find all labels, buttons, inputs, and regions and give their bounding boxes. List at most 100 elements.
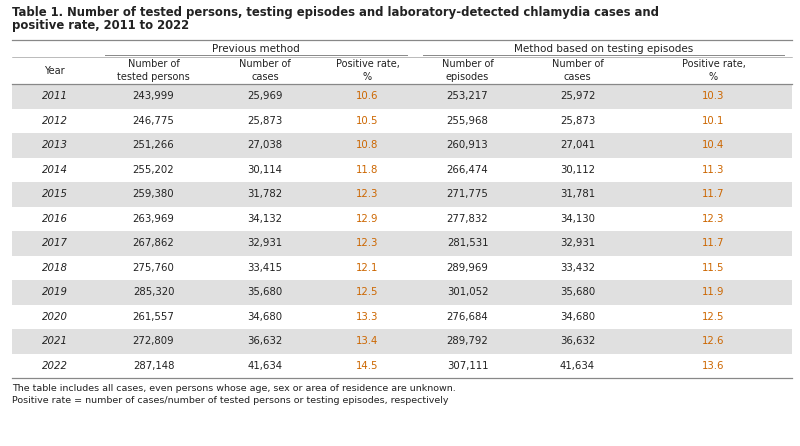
- Text: 35,680: 35,680: [560, 287, 595, 297]
- Text: 2011: 2011: [42, 91, 67, 101]
- Text: 10.1: 10.1: [702, 116, 725, 126]
- Text: 11.7: 11.7: [702, 238, 725, 248]
- Text: 285,320: 285,320: [133, 287, 174, 297]
- Text: 36,632: 36,632: [560, 336, 595, 346]
- Text: 11.8: 11.8: [356, 165, 378, 175]
- Text: Positive rate,
%: Positive rate, %: [335, 59, 399, 82]
- Text: 2015: 2015: [42, 189, 67, 199]
- Text: 12.9: 12.9: [356, 214, 378, 224]
- Text: 27,038: 27,038: [247, 140, 282, 150]
- Text: 13.6: 13.6: [702, 361, 725, 371]
- Text: 35,680: 35,680: [247, 287, 282, 297]
- Text: 11.3: 11.3: [702, 165, 725, 175]
- Text: Year: Year: [44, 66, 65, 75]
- Bar: [12, 84, 792, 108]
- Text: 301,052: 301,052: [446, 287, 488, 297]
- Text: 12.3: 12.3: [356, 189, 378, 199]
- Bar: [12, 329, 792, 354]
- Text: 271,775: 271,775: [446, 189, 489, 199]
- Text: positive rate, 2011 to 2022: positive rate, 2011 to 2022: [12, 19, 189, 32]
- Text: 25,972: 25,972: [560, 91, 595, 101]
- Text: 307,111: 307,111: [446, 361, 488, 371]
- Text: 11.9: 11.9: [702, 287, 725, 297]
- Text: 260,913: 260,913: [446, 140, 488, 150]
- Text: 277,832: 277,832: [446, 214, 488, 224]
- Text: Table 1. Number of tested persons, testing episodes and laboratory-detected chla: Table 1. Number of tested persons, testi…: [12, 6, 659, 19]
- Text: 13.3: 13.3: [356, 312, 378, 322]
- Text: 41,634: 41,634: [247, 361, 282, 371]
- Text: 2014: 2014: [42, 165, 67, 175]
- Text: 14.5: 14.5: [356, 361, 378, 371]
- Text: 12.3: 12.3: [702, 214, 725, 224]
- Text: 25,969: 25,969: [247, 91, 282, 101]
- Text: Number of
cases: Number of cases: [552, 59, 603, 82]
- Text: 10.4: 10.4: [702, 140, 725, 150]
- Text: 31,781: 31,781: [560, 189, 595, 199]
- Text: 2020: 2020: [42, 312, 67, 322]
- Text: 275,760: 275,760: [133, 263, 174, 273]
- Text: 30,114: 30,114: [247, 165, 282, 175]
- Text: 246,775: 246,775: [133, 116, 174, 126]
- Text: 27,041: 27,041: [560, 140, 595, 150]
- Text: 266,474: 266,474: [446, 165, 488, 175]
- Text: 10.5: 10.5: [356, 116, 378, 126]
- Text: 30,112: 30,112: [560, 165, 595, 175]
- Text: 13.4: 13.4: [356, 336, 378, 346]
- Text: 34,130: 34,130: [560, 214, 595, 224]
- Text: 289,792: 289,792: [446, 336, 488, 346]
- Text: Number of
episodes: Number of episodes: [442, 59, 494, 82]
- Text: 41,634: 41,634: [560, 361, 595, 371]
- Text: 34,132: 34,132: [247, 214, 282, 224]
- Text: 12.5: 12.5: [356, 287, 378, 297]
- Text: 10.6: 10.6: [356, 91, 378, 101]
- Text: 267,862: 267,862: [133, 238, 174, 248]
- Text: 33,415: 33,415: [247, 263, 282, 273]
- Text: 11.7: 11.7: [702, 189, 725, 199]
- Text: 32,931: 32,931: [560, 238, 595, 248]
- Text: 2016: 2016: [42, 214, 67, 224]
- Text: 12.3: 12.3: [356, 238, 378, 248]
- Text: 34,680: 34,680: [247, 312, 282, 322]
- Text: 253,217: 253,217: [446, 91, 488, 101]
- Text: 10.3: 10.3: [702, 91, 725, 101]
- Text: 2018: 2018: [42, 263, 67, 273]
- Text: 259,380: 259,380: [133, 189, 174, 199]
- Text: 25,873: 25,873: [247, 116, 282, 126]
- Text: Positive rate = number of cases/number of tested persons or testing episodes, re: Positive rate = number of cases/number o…: [12, 396, 449, 405]
- Text: 272,809: 272,809: [133, 336, 174, 346]
- Text: Method based on testing episodes: Method based on testing episodes: [514, 44, 693, 54]
- Text: 255,968: 255,968: [446, 116, 489, 126]
- Bar: [12, 280, 792, 305]
- Text: 32,931: 32,931: [247, 238, 282, 248]
- Text: 2022: 2022: [42, 361, 67, 371]
- Text: 251,266: 251,266: [133, 140, 174, 150]
- Text: 2012: 2012: [42, 116, 67, 126]
- Text: 276,684: 276,684: [446, 312, 488, 322]
- Text: 10.8: 10.8: [356, 140, 378, 150]
- Text: 2013: 2013: [42, 140, 67, 150]
- Text: 287,148: 287,148: [133, 361, 174, 371]
- Text: 12.6: 12.6: [702, 336, 725, 346]
- Text: 36,632: 36,632: [247, 336, 282, 346]
- Bar: [12, 182, 792, 206]
- Bar: [12, 231, 792, 256]
- Text: 263,969: 263,969: [133, 214, 174, 224]
- Text: The table includes all cases, even persons whose age, sex or area of residence a: The table includes all cases, even perso…: [12, 384, 456, 393]
- Text: 31,782: 31,782: [247, 189, 282, 199]
- Text: 25,873: 25,873: [560, 116, 595, 126]
- Text: 255,202: 255,202: [133, 165, 174, 175]
- Text: 243,999: 243,999: [133, 91, 174, 101]
- Text: 281,531: 281,531: [446, 238, 488, 248]
- Text: 2019: 2019: [42, 287, 67, 297]
- Bar: [12, 133, 792, 157]
- Text: 12.1: 12.1: [356, 263, 378, 273]
- Text: 11.5: 11.5: [702, 263, 725, 273]
- Text: Number of
cases: Number of cases: [239, 59, 291, 82]
- Text: 34,680: 34,680: [560, 312, 595, 322]
- Text: 33,432: 33,432: [560, 263, 595, 273]
- Text: 289,969: 289,969: [446, 263, 489, 273]
- Text: 2017: 2017: [42, 238, 67, 248]
- Text: 261,557: 261,557: [133, 312, 174, 322]
- Text: 2021: 2021: [42, 336, 67, 346]
- Text: 12.5: 12.5: [702, 312, 725, 322]
